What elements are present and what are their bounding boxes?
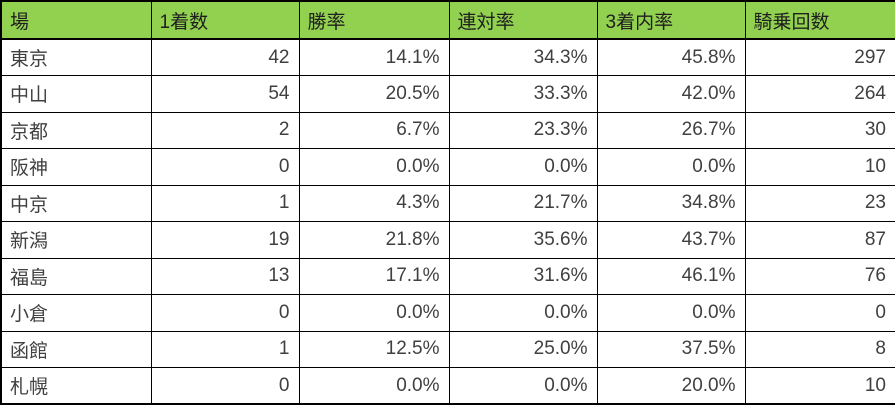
value-cell[interactable]: 0 [744,294,895,332]
value-cell[interactable]: 76 [744,257,895,295]
value-cell[interactable]: 10 [744,148,895,186]
table-header: 場 1着数 勝率 連対率 3着内率 騎乗回数 [0,0,895,40]
column-header-ride-count[interactable]: 騎乗回数 [744,0,895,40]
column-header-top3-rate[interactable]: 3着内率 [596,0,746,40]
table-row: 阪神 0 0.0% 0.0% 0.0% 10 [0,148,895,186]
table-row: 東京 42 14.1% 34.3% 45.8% 297 [0,38,895,76]
value-cell[interactable]: 10 [744,367,895,405]
value-cell[interactable]: 31.6% [448,257,598,295]
value-cell[interactable]: 23 [744,184,895,222]
value-cell[interactable]: 30 [744,111,895,149]
value-cell[interactable]: 264 [744,75,895,113]
value-cell[interactable]: 42 [150,38,300,76]
value-cell[interactable]: 0.0% [298,148,450,186]
table-row: 福島 13 17.1% 31.6% 46.1% 76 [0,257,895,295]
value-cell[interactable]: 45.8% [596,38,746,76]
column-header-wins[interactable]: 1着数 [150,0,300,40]
value-cell[interactable]: 0 [150,367,300,405]
table-row: 新潟 19 21.8% 35.6% 43.7% 87 [0,221,895,259]
venue-cell[interactable]: 東京 [0,38,152,76]
venue-cell[interactable]: 京都 [0,111,152,149]
venue-cell[interactable]: 中山 [0,75,152,113]
column-header-venue[interactable]: 場 [0,0,152,40]
value-cell[interactable]: 43.7% [596,221,746,259]
value-cell[interactable]: 25.0% [448,330,598,368]
value-cell[interactable]: 297 [744,38,895,76]
value-cell[interactable]: 33.3% [448,75,598,113]
venue-cell[interactable]: 中京 [0,184,152,222]
value-cell[interactable]: 20.5% [298,75,450,113]
value-cell[interactable]: 4.3% [298,184,450,222]
header-row: 場 1着数 勝率 連対率 3着内率 騎乗回数 [0,0,895,40]
value-cell[interactable]: 46.1% [596,257,746,295]
value-cell[interactable]: 2 [150,111,300,149]
venue-cell[interactable]: 福島 [0,257,152,295]
venue-cell[interactable]: 新潟 [0,221,152,259]
value-cell[interactable]: 34.3% [448,38,598,76]
table-row: 中京 1 4.3% 21.7% 34.8% 23 [0,184,895,222]
table-body: 東京 42 14.1% 34.3% 45.8% 297 中山 54 20.5% 33.3% 42.0… [0,38,895,405]
table-row: 函館 1 12.5% 25.0% 37.5% 8 [0,330,895,368]
value-cell[interactable]: 12.5% [298,330,450,368]
value-cell[interactable]: 37.5% [596,330,746,368]
value-cell[interactable]: 26.7% [596,111,746,149]
value-cell[interactable]: 42.0% [596,75,746,113]
table-row: 京都 2 6.7% 23.3% 26.7% 30 [0,111,895,149]
value-cell[interactable]: 13 [150,257,300,295]
value-cell[interactable]: 20.0% [596,367,746,405]
value-cell[interactable]: 14.1% [298,38,450,76]
value-cell[interactable]: 0.0% [298,367,450,405]
value-cell[interactable]: 0 [150,294,300,332]
value-cell[interactable]: 0.0% [448,367,598,405]
value-cell[interactable]: 35.6% [448,221,598,259]
table-row: 札幌 0 0.0% 0.0% 20.0% 10 [0,367,895,405]
venue-cell[interactable]: 小倉 [0,294,152,332]
table-row: 中山 54 20.5% 33.3% 42.0% 264 [0,75,895,113]
value-cell[interactable]: 6.7% [298,111,450,149]
column-header-top2-rate[interactable]: 連対率 [448,0,598,40]
value-cell[interactable]: 19 [150,221,300,259]
value-cell[interactable]: 34.8% [596,184,746,222]
value-cell[interactable]: 8 [744,330,895,368]
value-cell[interactable]: 0.0% [448,294,598,332]
value-cell[interactable]: 0.0% [298,294,450,332]
value-cell[interactable]: 0 [150,148,300,186]
value-cell[interactable]: 87 [744,221,895,259]
value-cell[interactable]: 54 [150,75,300,113]
value-cell[interactable]: 1 [150,184,300,222]
value-cell[interactable]: 1 [150,330,300,368]
value-cell[interactable]: 23.3% [448,111,598,149]
venue-cell[interactable]: 函館 [0,330,152,368]
value-cell[interactable]: 21.8% [298,221,450,259]
value-cell[interactable]: 0.0% [596,148,746,186]
venue-cell[interactable]: 阪神 [0,148,152,186]
value-cell[interactable]: 0.0% [448,148,598,186]
value-cell[interactable]: 17.1% [298,257,450,295]
value-cell[interactable]: 21.7% [448,184,598,222]
table-row: 小倉 0 0.0% 0.0% 0.0% 0 [0,294,895,332]
venue-cell[interactable]: 札幌 [0,367,152,405]
value-cell[interactable]: 0.0% [596,294,746,332]
column-header-win-rate[interactable]: 勝率 [298,0,450,40]
